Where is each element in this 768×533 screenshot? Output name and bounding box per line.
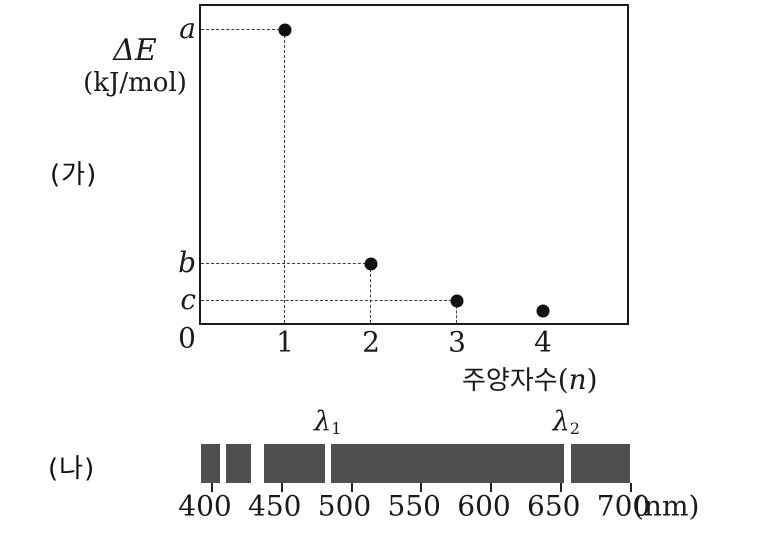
- data-point-n4: [536, 304, 550, 318]
- spectrum-segment-4: [330, 444, 564, 483]
- wavelength-tick-550: [420, 483, 423, 492]
- lambda-subscript: 1: [331, 419, 342, 438]
- guide-line-vertical: [284, 30, 285, 323]
- panel-a-label: (가): [50, 160, 98, 190]
- wavelength-tick-label-500: 500: [317, 489, 372, 523]
- wavelength-tick-500: [350, 483, 353, 492]
- spectrum-segment-1: [200, 444, 221, 483]
- wavelength-tick-label-450: 450: [248, 489, 302, 523]
- lambda-2-label: λ2: [553, 406, 580, 438]
- wavelength-tick-label-700: 700: [596, 489, 651, 523]
- guide-line-vertical: [370, 264, 371, 323]
- spectrum-segment-2: [225, 444, 252, 483]
- x-axis-title-text: 주양자수: [462, 366, 558, 396]
- spectrum-segment-3: [263, 444, 325, 483]
- wavelength-tick-400: [211, 483, 213, 492]
- y-axis-unit: (kJ/mol): [83, 67, 187, 98]
- guide-line-vertical: [456, 301, 457, 323]
- spectrum-segment-5: [570, 444, 631, 483]
- y-axis-title: ΔE (kJ/mol): [70, 33, 200, 98]
- y-axis-symbol: ΔE: [113, 33, 157, 68]
- guide-line-horizontal: [201, 29, 285, 30]
- wavelength-tick-label-600: 600: [457, 489, 511, 523]
- x-axis-title-close-paren: ): [586, 363, 598, 396]
- origin-label: 0: [178, 321, 196, 355]
- y-tick-label-c: c: [180, 283, 196, 317]
- x-tick-label-3: 3: [448, 325, 466, 359]
- x-tick-label-2: 2: [362, 325, 380, 359]
- wavelength-tick-450: [280, 483, 283, 492]
- guide-line-horizontal: [201, 300, 457, 301]
- lambda-subscript: 2: [569, 419, 580, 438]
- lambda-symbol: λ: [552, 406, 570, 437]
- wavelength-tick-700: [629, 483, 632, 492]
- lambda-symbol: λ: [314, 406, 332, 437]
- x-tick-label-1: 1: [276, 325, 294, 359]
- y-tick-label-b: b: [178, 246, 196, 280]
- data-point-n3: [450, 294, 464, 308]
- wavelength-tick-label-650: 650: [527, 489, 581, 523]
- y-tick-label-a: a: [179, 12, 196, 46]
- wavelength-tick-label-400: 400: [178, 489, 232, 523]
- x-tick-label-4: 4: [534, 325, 552, 359]
- wavelength-tick-650: [559, 483, 562, 492]
- panel-b-label: (나): [48, 454, 96, 484]
- wavelength-tick-600: [490, 483, 492, 492]
- data-point-n1: [278, 23, 292, 37]
- x-axis-title-open-paren: (: [557, 363, 569, 396]
- plot-area: [199, 4, 629, 325]
- x-axis-title: 주양자수(n): [462, 360, 598, 397]
- data-point-n2: [364, 257, 378, 271]
- wavelength-tick-label-550: 550: [387, 489, 441, 523]
- lambda-1-label: λ1: [314, 406, 341, 438]
- x-axis-title-variable: n: [568, 363, 587, 396]
- guide-line-horizontal: [201, 263, 371, 264]
- wavelength-unit-label: (nm): [633, 489, 700, 523]
